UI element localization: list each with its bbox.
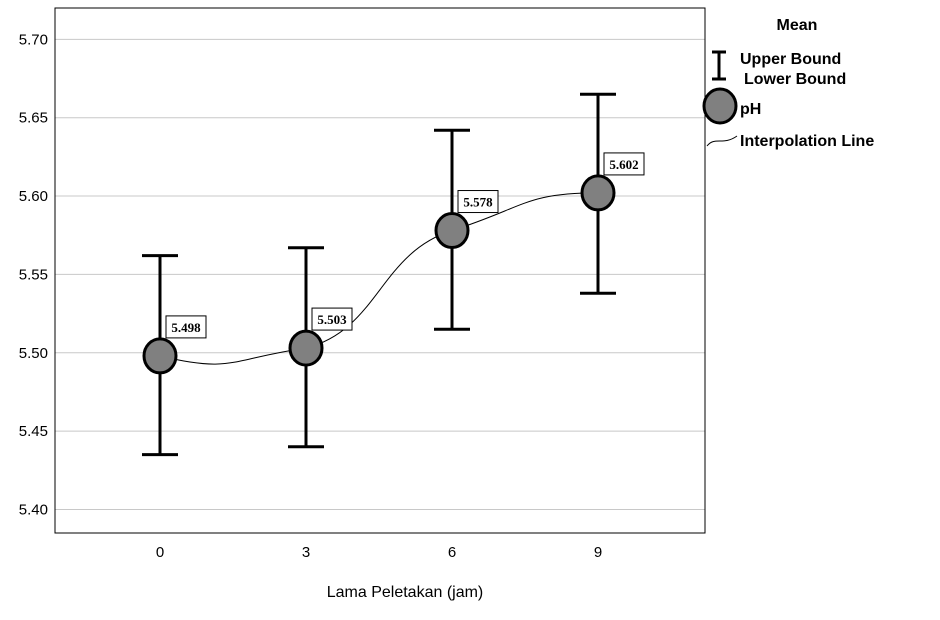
x-tick-label: 6: [448, 544, 456, 561]
legend-interpolation-line: Interpolation Line: [740, 133, 874, 150]
mean-marker: [434, 212, 470, 250]
data-label-box: [311, 307, 353, 331]
x-tick-label: 9: [594, 544, 602, 561]
data-label-box: [603, 152, 645, 176]
data-label-box: [457, 190, 499, 214]
legend-upper-bound: Upper Bound: [740, 51, 841, 68]
y-tick-label: 5.55: [19, 266, 48, 283]
interpolation-line: [159, 192, 599, 365]
legend-ph: pH: [740, 101, 761, 118]
y-tick-label: 5.40: [19, 501, 48, 518]
legend-line-icon: [706, 135, 738, 147]
x-axis: 0 3 6 9: [156, 544, 602, 561]
legend-marker-icon: [702, 87, 738, 125]
grid: [55, 38, 705, 510]
mean-marker: [142, 337, 178, 375]
y-tick-label: 5.50: [19, 345, 48, 362]
markers: [142, 174, 616, 375]
plot-frame: [54, 7, 706, 534]
data-label-box: [165, 315, 207, 339]
y-axis: 5.40 5.45 5.50 5.55 5.60 5.65 5.70: [19, 31, 48, 518]
legend-title: Mean: [777, 17, 818, 34]
data-label: 5.503: [317, 312, 347, 327]
data-label: 5.498: [171, 320, 201, 335]
y-tick-label: 5.65: [19, 110, 48, 127]
data-label: 5.602: [609, 157, 638, 172]
legend-errorbar-icon: [712, 50, 726, 81]
y-tick-label: 5.45: [19, 423, 48, 440]
x-axis-title: Lama Peletakan (jam): [327, 584, 484, 601]
mean-marker: [580, 174, 616, 212]
x-tick-label: 3: [302, 544, 310, 561]
legend-lower-bound: Lower Bound: [744, 71, 846, 88]
x-tick-label: 0: [156, 544, 164, 561]
legend: Mean Upper Bound Lower Bound pH Interpol…: [702, 17, 874, 150]
y-tick-label: 5.70: [19, 31, 48, 48]
y-tick-label: 5.60: [19, 188, 48, 205]
data-labels: 5.498 5.503 5.578 5.602: [165, 152, 645, 339]
data-label: 5.578: [463, 195, 493, 210]
mean-marker: [288, 329, 324, 367]
